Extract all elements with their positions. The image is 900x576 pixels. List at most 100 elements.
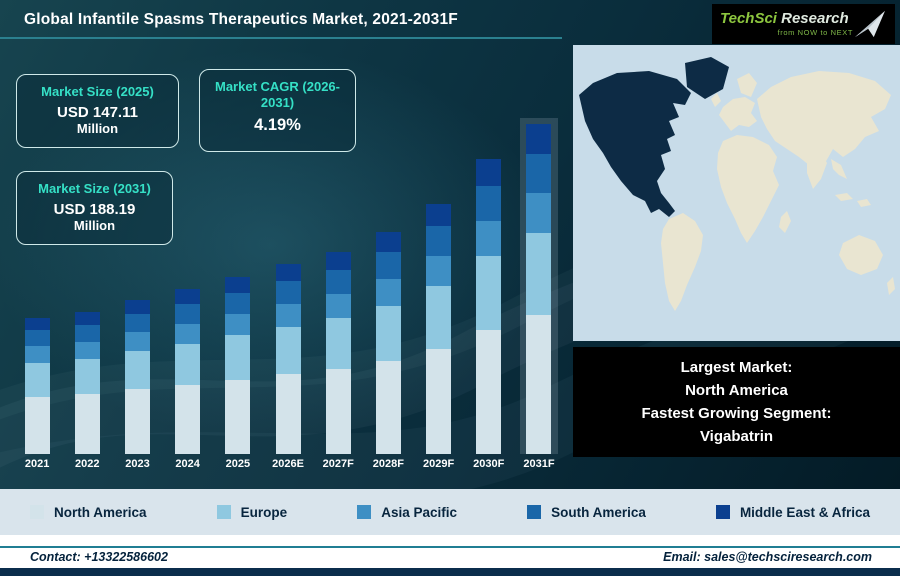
- legend-label: South America: [551, 504, 646, 520]
- bar-segment-asia-pacific: [275, 303, 301, 327]
- bar-segment-asia-pacific: [24, 346, 50, 363]
- bar-segment-asia-pacific: [124, 332, 150, 351]
- region-asia: [757, 71, 891, 177]
- bar-segment-north-america: [24, 396, 50, 454]
- bar-segment-south-america: [526, 153, 552, 194]
- bar-segment-north-america: [325, 369, 351, 454]
- region-scandinavia: [737, 73, 757, 97]
- footer-divider: [0, 546, 900, 548]
- bar-stack: [225, 276, 251, 454]
- bar-segment-middle-east-africa: [375, 232, 401, 253]
- bar-segment-middle-east-africa: [124, 299, 150, 314]
- region-south-america: [661, 213, 703, 311]
- chart-legend: North America Europe Asia Pacific South Ame…: [0, 489, 900, 535]
- x-axis-label: 2031F: [523, 458, 555, 470]
- x-axis-label: 2023: [125, 458, 150, 470]
- region-australia: [839, 235, 883, 275]
- market-size-2031-label: Market Size (2031): [38, 181, 151, 196]
- bar-segment-asia-pacific: [426, 256, 452, 287]
- bar-segment-asia-pacific: [175, 323, 201, 344]
- bar-segment-europe: [124, 350, 150, 390]
- x-axis-label: 2029F: [422, 458, 455, 470]
- bar-column-2022: 2022: [62, 110, 112, 474]
- bar-stack: [325, 251, 351, 454]
- bar-segment-europe: [74, 358, 100, 395]
- x-axis-label: 2021: [24, 458, 50, 470]
- techsci-logo: TechSci Research from NOW to NEXT: [712, 4, 895, 44]
- bar-column-2023: 2023: [112, 110, 162, 474]
- footer: Contact: +13322586602 Email: sales@techs…: [0, 535, 900, 568]
- bar-segment-europe: [24, 362, 50, 397]
- bar-segment-south-america: [275, 280, 301, 304]
- region-greenland: [685, 57, 729, 99]
- bar-stack: [526, 124, 552, 454]
- world-map-panel: [573, 45, 900, 341]
- legend-swatch: [216, 505, 231, 519]
- bar-column-2030f: 2030F: [464, 110, 514, 474]
- region-north-america: [579, 71, 691, 217]
- bar-segment-north-america: [526, 315, 552, 454]
- region-africa: [717, 135, 779, 243]
- bar-segment-middle-east-africa: [426, 203, 452, 227]
- bar-segment-europe: [375, 305, 401, 361]
- x-axis-label: 2026E: [272, 458, 304, 470]
- bar-stack: [74, 311, 100, 454]
- bar-segment-north-america: [175, 384, 201, 454]
- bar-stack: [24, 317, 50, 454]
- legend-swatch: [527, 505, 542, 519]
- largest-market-heading: Largest Market:: [680, 358, 793, 376]
- region-uk: [711, 93, 721, 107]
- x-axis-label: 2024: [175, 458, 200, 470]
- world-map: [573, 45, 900, 341]
- bar-segment-middle-east-africa: [476, 158, 502, 186]
- bar-segment-asia-pacific: [476, 220, 502, 257]
- logo-brand: TechSci Research: [720, 11, 853, 27]
- x-axis-label: 2030F: [473, 458, 505, 470]
- bar-segment-middle-east-africa: [24, 317, 50, 330]
- market-cagr-value: 4.19%: [254, 116, 301, 135]
- legend-item-south-america: South America: [527, 505, 646, 520]
- logo-brand-primary: TechSci: [720, 10, 777, 28]
- x-axis-label: 2027F: [322, 458, 354, 470]
- legend-swatch: [30, 505, 44, 519]
- bar-segment-europe: [275, 326, 301, 375]
- market-size-2031-unit: Million: [73, 217, 116, 233]
- region-indonesia: [835, 193, 871, 207]
- bar-column-2027f: 2027F: [313, 110, 363, 474]
- legend-label: Asia Pacific: [381, 504, 457, 520]
- bar-chart: 2021 2022 2023 2024 2025 2026E 2027F 2028F 2029F…: [12, 110, 564, 474]
- page-title: Global Infantile Spasms Therapeutics Mar…: [24, 11, 458, 28]
- bar-segment-south-america: [175, 304, 201, 324]
- bar-segment-europe: [175, 343, 201, 385]
- legend-label: Middle East & Africa: [739, 504, 870, 520]
- fastest-segment-heading: Fastest Growing Segment:: [641, 405, 832, 422]
- bar-segment-south-america: [124, 313, 150, 333]
- region-southeast-asia: [831, 159, 847, 179]
- bar-column-2026e: 2026E: [263, 110, 313, 474]
- bar-segment-asia-pacific: [325, 294, 351, 319]
- bottom-accent-bar: [0, 568, 900, 576]
- bar-column-2028f: 2028F: [363, 110, 413, 474]
- bar-segment-south-america: [225, 292, 251, 315]
- bar-segment-middle-east-africa: [74, 311, 100, 325]
- logo-brand-secondary: Research: [776, 10, 849, 28]
- fastest-segment-value: Vigabatrin: [699, 428, 774, 446]
- bar-segment-middle-east-africa: [225, 276, 251, 293]
- legend-label: North America: [54, 504, 147, 520]
- largest-market-box: Largest Market: North America Fastest Gr…: [573, 347, 900, 457]
- x-axis-label: 2028F: [372, 458, 404, 470]
- bar-segment-europe: [476, 256, 502, 331]
- market-cagr-label: Market CAGR (2026-2031): [215, 79, 340, 110]
- bar-segment-north-america: [225, 379, 251, 454]
- market-size-2025-unit: Million: [76, 120, 119, 136]
- region-new-zealand: [887, 277, 895, 295]
- bar-segment-north-america: [426, 348, 452, 454]
- legend-label: Europe: [240, 504, 288, 520]
- title-underline: [0, 37, 562, 39]
- bar-column-2025: 2025: [213, 110, 263, 474]
- market-size-2025-box: Market Size (2025) USD 147.11 Million: [16, 74, 179, 148]
- legend-item-europe: Europe: [216, 504, 288, 520]
- market-size-2025-label: Market Size (2025): [41, 84, 154, 99]
- bar-segment-south-america: [476, 185, 502, 221]
